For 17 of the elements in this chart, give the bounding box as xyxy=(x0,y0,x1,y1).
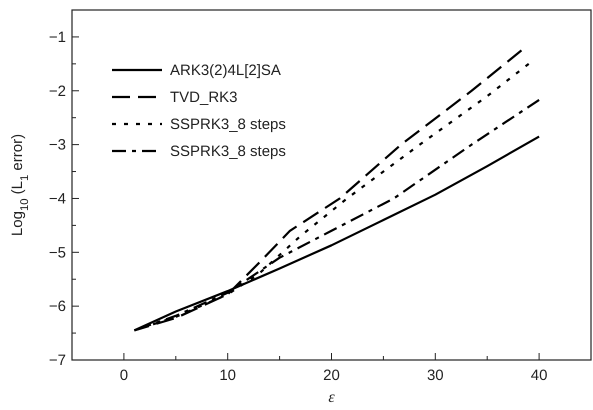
y-tick-label: −5 xyxy=(48,244,66,262)
y-tick-label: −7 xyxy=(48,352,66,369)
y-tick-label: −1 xyxy=(48,28,66,46)
legend-label: TVD_RK3 xyxy=(170,89,238,106)
legend-label: ARK3(2)4L[2]SA xyxy=(170,62,281,79)
y-tick-label: −3 xyxy=(48,136,66,154)
x-tick-label: 20 xyxy=(323,367,340,384)
x-tick-label: 40 xyxy=(530,367,548,384)
legend-label: SSPRK3_8 steps xyxy=(170,116,286,133)
x-tick-label: 30 xyxy=(426,367,444,384)
x-axis-title: ε xyxy=(328,389,336,406)
x-tick-label: 0 xyxy=(120,367,128,384)
x-tick-label: 10 xyxy=(219,367,236,384)
y-tick-label: −2 xyxy=(48,82,66,100)
y-tick-label: −4 xyxy=(48,190,66,208)
y-tick-label: −6 xyxy=(48,298,66,316)
legend-label: SSPRK3_8 steps xyxy=(170,143,286,160)
